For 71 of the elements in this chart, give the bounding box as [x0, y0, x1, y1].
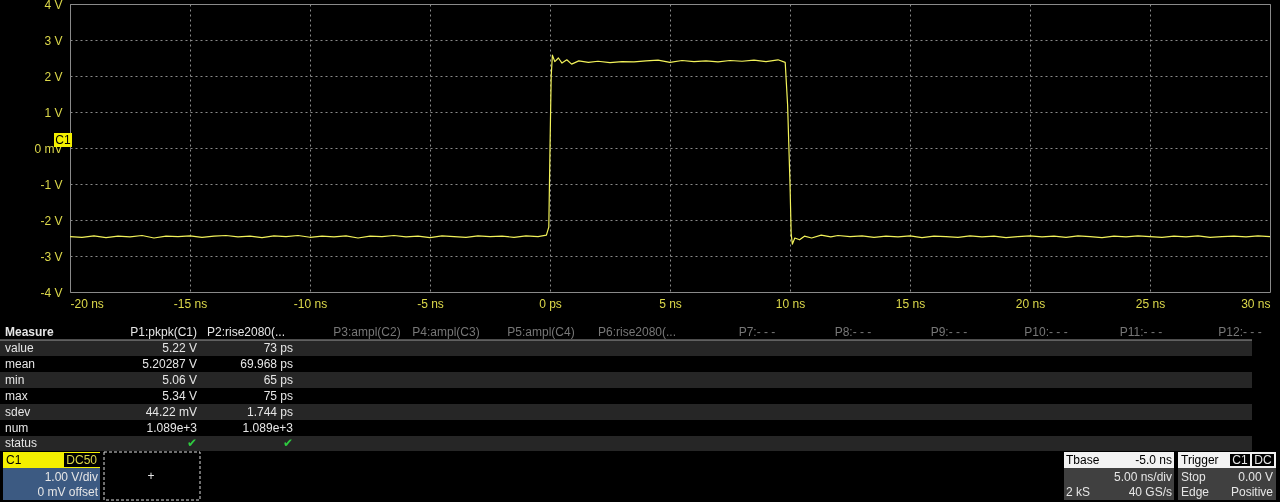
text: 65 ps	[263, 373, 293, 387]
text: P2:rise2080(...	[207, 325, 286, 339]
y-tick-label: 4 V	[44, 0, 63, 12]
text: 44.22 mV	[145, 405, 197, 419]
text: status	[5, 436, 38, 450]
text: sdev	[5, 405, 31, 419]
text: 69.968 ps	[240, 357, 293, 371]
text: mean	[5, 357, 36, 371]
y-tick-label: -2 V	[40, 213, 63, 228]
y-tick-label: 3 V	[44, 33, 63, 48]
text: ✔	[187, 436, 197, 450]
text: P10:- - -	[1024, 325, 1068, 339]
x-tick-label: 20 ns	[1015, 296, 1046, 311]
text: C1	[6, 453, 22, 467]
y-tick-label: 1 V	[44, 105, 63, 120]
text: num	[5, 421, 29, 435]
text: +	[147, 469, 155, 483]
text: Edge	[1181, 485, 1210, 499]
text: P8:- - -	[834, 325, 872, 339]
text: DC	[1254, 453, 1272, 467]
text: 5.22 V	[162, 341, 197, 355]
x-tick-label: 15 ns	[895, 296, 926, 311]
text: P7:- - -	[738, 325, 776, 339]
x-tick-label: -10 ns	[293, 296, 328, 311]
text: P11:- - -	[1119, 325, 1163, 339]
text: P12:- - -	[1218, 325, 1262, 339]
x-tick-label: -5 ns	[417, 296, 444, 311]
text: 1.089e+3	[146, 421, 198, 435]
y-tick-label: 2 V	[44, 69, 63, 84]
x-tick-label: 30 ns	[1241, 296, 1271, 311]
text: 75 ps	[263, 389, 293, 403]
text: 5.06 V	[162, 373, 197, 387]
x-tick-label: 0 ps	[539, 296, 562, 311]
x-tick-label: 5 ns	[659, 296, 682, 311]
y-tick-label: -4 V	[40, 285, 63, 300]
text: 5.00 ns/div	[1113, 470, 1172, 484]
text: 73 ps	[263, 341, 293, 355]
text: DC50	[66, 453, 98, 467]
y-tick-label: -1 V	[40, 177, 63, 192]
text: max	[5, 389, 28, 403]
text: Measure	[5, 325, 55, 339]
text: C1	[1232, 453, 1248, 467]
text: 1.00 V/div	[44, 470, 98, 484]
text: 2 kS	[1066, 485, 1091, 499]
text: 5.20287 V	[142, 357, 197, 371]
text: Trigger	[1181, 453, 1219, 467]
text: 40 GS/s	[1128, 485, 1172, 499]
x-tick-label: -15 ns	[173, 296, 208, 311]
text: 0.00 V	[1238, 470, 1273, 484]
text: P6:rise2080(...	[597, 325, 677, 339]
x-tick-label: 25 ns	[1135, 296, 1166, 311]
text: Positive	[1230, 485, 1274, 499]
y-tick-label: -3 V	[40, 249, 63, 264]
text: value	[5, 341, 35, 355]
text: P4:ampl(C3)	[412, 325, 480, 339]
text: 1.744 ps	[246, 405, 293, 419]
text: 0 mV offset	[37, 485, 99, 499]
text: Stop	[1181, 470, 1207, 484]
line-series	[69, 54, 1271, 245]
text: ✔	[283, 436, 293, 450]
text: P1:pkpk(C1)	[130, 325, 197, 339]
x-tick-label: -20 ns	[70, 296, 104, 311]
text: 1.089e+3	[242, 421, 294, 435]
text: min	[5, 373, 25, 387]
x-tick-label: 10 ns	[775, 296, 806, 311]
text: Tbase	[1066, 453, 1100, 467]
text: P3:ampl(C2)	[333, 325, 401, 339]
text: -5.0 ns	[1135, 453, 1172, 467]
text: P9:- - -	[930, 325, 968, 339]
text: P5:ampl(C4)	[507, 325, 575, 339]
text: 5.34 V	[162, 389, 197, 403]
